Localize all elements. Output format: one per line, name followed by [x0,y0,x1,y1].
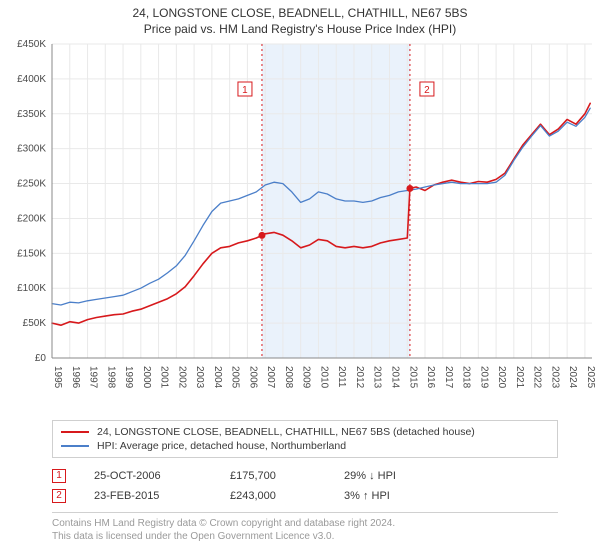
x-tick-label: 2004 [212,366,223,389]
legend: 24, LONGSTONE CLOSE, BEADNELL, CHATHILL,… [52,420,558,458]
sale-price: £175,700 [230,470,316,482]
x-tick-label: 2002 [176,366,187,389]
x-tick-label: 2012 [354,366,365,389]
x-tick-label: 2023 [549,366,560,389]
x-tick-label: 2001 [159,366,170,389]
x-tick-label: 2018 [461,366,472,389]
sale-marker-number: 2 [424,85,430,96]
sale-price: £243,000 [230,490,316,502]
chart-svg: £0 £50K £100K £150K £200K £250K £300K £350K £400… [0,38,600,410]
x-tick-label: 2016 [425,366,436,389]
x-tick-label: 1999 [123,366,134,389]
sale-row: 2 23-FEB-2015 £243,000 3% ↑ HPI [52,486,558,506]
x-tick-label: 1995 [52,366,63,389]
sale-marker-icon: 2 [52,489,66,503]
sale-marker-number: 1 [242,85,248,96]
footnote: Contains HM Land Registry data © Crown c… [52,517,558,543]
x-tick-label: 1997 [88,366,99,389]
x-tick-label: 2006 [247,366,258,389]
divider [52,512,558,513]
legend-item: 24, LONGSTONE CLOSE, BEADNELL, CHATHILL,… [61,425,549,439]
y-tick-label: £300K [17,144,46,155]
x-tick-label: 2003 [194,366,205,389]
sales-table: 1 25-OCT-2006 £175,700 29% ↓ HPI 2 23-FE… [52,466,558,506]
footnote-line: Contains HM Land Registry data © Crown c… [52,517,558,530]
sale-hpi-delta: 29% ↓ HPI [344,470,396,482]
y-tick-label: £200K [17,213,46,224]
sale-hpi-delta: 3% ↑ HPI [344,490,390,502]
legend-item: HPI: Average price, detached house, Nort… [61,439,549,453]
x-tick-label: 2010 [318,366,329,389]
x-tick-label: 2024 [567,366,578,389]
x-tick-label: 2025 [585,366,596,389]
x-tick-label: 2000 [141,366,152,389]
y-tick-label: £350K [17,109,46,120]
x-tick-label: 1996 [70,366,81,389]
x-tick-label: 2008 [283,366,294,389]
x-tick-label: 2009 [301,366,312,389]
x-tick-label: 2020 [496,366,507,389]
y-tick-label: £250K [17,179,46,190]
sale-marker-icon: 1 [52,469,66,483]
y-tick-label: £50K [23,318,47,329]
y-tick-label: £400K [17,74,46,85]
y-tick-label: £150K [17,248,46,259]
x-tick-label: 2022 [532,366,543,389]
x-tick-label: 2021 [514,366,525,389]
x-tick-label: 2019 [478,366,489,389]
y-tick-label: £450K [17,39,46,50]
title-subtitle: Price paid vs. HM Land Registry's House … [0,22,600,36]
x-tick-label: 2005 [230,366,241,389]
y-tick-label: £100K [17,283,46,294]
footnote-line: This data is licensed under the Open Gov… [52,530,558,543]
x-tick-label: 2017 [443,366,454,389]
x-tick-label: 2011 [336,366,347,388]
sale-date: 25-OCT-2006 [94,470,202,482]
sale-dot [258,232,265,239]
x-tick-label: 2007 [265,366,276,389]
sale-dot [406,185,413,192]
chart-titles: 24, LONGSTONE CLOSE, BEADNELL, CHATHILL,… [0,0,600,38]
title-address: 24, LONGSTONE CLOSE, BEADNELL, CHATHILL,… [0,6,600,20]
sale-date: 23-FEB-2015 [94,490,202,502]
x-tick-label: 2014 [390,366,401,389]
legend-label: 24, LONGSTONE CLOSE, BEADNELL, CHATHILL,… [97,426,475,438]
x-tick-label: 2015 [407,366,418,389]
x-tick-label: 2013 [372,366,383,389]
plot-area: £0 £50K £100K £150K £200K £250K £300K £350K £400… [0,38,600,410]
legend-swatch [61,445,89,447]
sale-row: 1 25-OCT-2006 £175,700 29% ↓ HPI [52,466,558,486]
x-tick-label: 1998 [105,366,116,389]
legend-label: HPI: Average price, detached house, Nort… [97,440,346,452]
legend-swatch [61,431,89,433]
y-tick-label: £0 [35,353,47,364]
